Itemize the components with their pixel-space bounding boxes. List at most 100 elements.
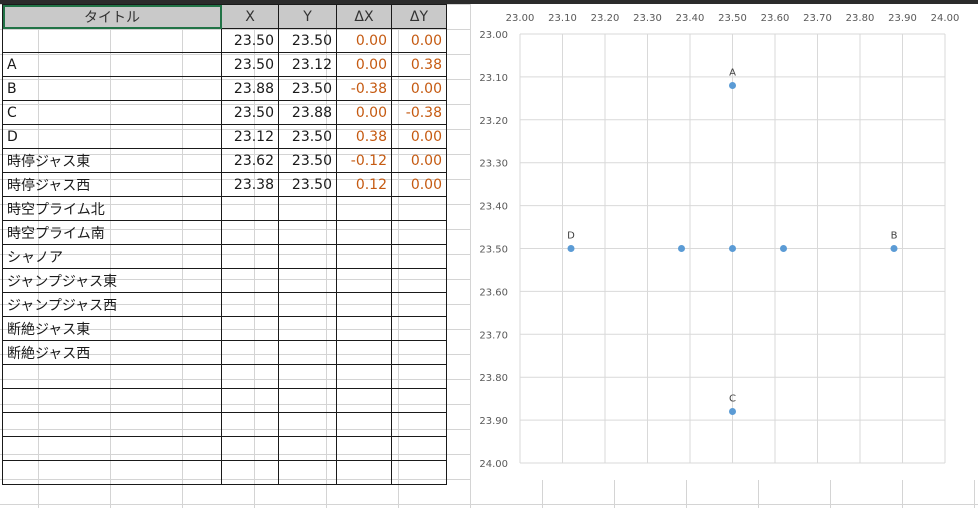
- cell-dy[interactable]: [391, 340, 447, 365]
- cell-y[interactable]: [278, 436, 337, 461]
- cell-dx[interactable]: 0.00: [336, 100, 392, 125]
- cell-dx[interactable]: [336, 436, 392, 461]
- cell-label[interactable]: [2, 364, 222, 389]
- cell-dx[interactable]: [336, 268, 392, 293]
- cell-dx[interactable]: [336, 364, 392, 389]
- header-cell-dx[interactable]: ΔX: [336, 4, 392, 29]
- cell-dy[interactable]: [391, 268, 447, 293]
- scatter-chart[interactable]: 23.00 23.10 23.20 23.30 23.40 23.50 23.60 23.70…: [471, 4, 978, 480]
- cell-y[interactable]: [278, 460, 337, 485]
- cell-x[interactable]: [221, 460, 279, 485]
- cell-x[interactable]: 23.12: [221, 124, 279, 149]
- cell-y[interactable]: 23.12: [278, 52, 337, 77]
- cell-dy[interactable]: [391, 436, 447, 461]
- cell-dy[interactable]: [391, 388, 447, 413]
- cell-label[interactable]: 断絶ジャス西: [2, 340, 222, 365]
- cell-y[interactable]: [278, 244, 337, 269]
- cell-y[interactable]: [278, 196, 337, 221]
- cell-label[interactable]: [2, 388, 222, 413]
- cell-y[interactable]: [278, 340, 337, 365]
- cell-y[interactable]: 23.50: [278, 148, 337, 173]
- cell-dy[interactable]: 0.00: [391, 172, 447, 197]
- header-cell-dy[interactable]: ΔY: [391, 4, 447, 29]
- cell-dx[interactable]: -0.38: [336, 76, 392, 101]
- cell-y[interactable]: 23.50: [278, 76, 337, 101]
- cell-x[interactable]: 23.88: [221, 76, 279, 101]
- cell-dy[interactable]: 0.00: [391, 124, 447, 149]
- cell-dx[interactable]: [336, 340, 392, 365]
- cell-x[interactable]: [221, 220, 279, 245]
- cell-x[interactable]: [221, 412, 279, 437]
- cell-y[interactable]: [278, 364, 337, 389]
- cell-x[interactable]: [221, 340, 279, 365]
- cell-y[interactable]: [278, 412, 337, 437]
- cell-dy[interactable]: [391, 220, 447, 245]
- cell-label[interactable]: 断絶ジャス東: [2, 316, 222, 341]
- cell-x[interactable]: [221, 268, 279, 293]
- cell-dy[interactable]: -0.38: [391, 100, 447, 125]
- cell-dx[interactable]: 0.00: [336, 52, 392, 77]
- cell-label[interactable]: [2, 436, 222, 461]
- cell-y[interactable]: 23.50: [278, 124, 337, 149]
- cell-y[interactable]: 23.50: [278, 172, 337, 197]
- cell-x[interactable]: 23.50: [221, 52, 279, 77]
- cell-label[interactable]: 時空プライム北: [2, 196, 222, 221]
- cell-dy[interactable]: [391, 196, 447, 221]
- cell-dy[interactable]: 0.38: [391, 52, 447, 77]
- cell-label[interactable]: シャノア: [2, 244, 222, 269]
- cell-label[interactable]: 時停ジャス西: [2, 172, 222, 197]
- cell-dx[interactable]: [336, 388, 392, 413]
- cell-label[interactable]: [2, 460, 222, 485]
- cell-label[interactable]: [2, 412, 222, 437]
- cell-label[interactable]: 時空プライム南: [2, 220, 222, 245]
- header-cell-y[interactable]: Y: [278, 4, 337, 29]
- cell-x[interactable]: [221, 388, 279, 413]
- cell-x[interactable]: [221, 244, 279, 269]
- cell-x[interactable]: [221, 316, 279, 341]
- cell-dx[interactable]: [336, 316, 392, 341]
- cell-dy[interactable]: [391, 412, 447, 437]
- cell-x[interactable]: 23.50: [221, 100, 279, 125]
- cell-dy[interactable]: [391, 316, 447, 341]
- cell-label[interactable]: B: [2, 76, 222, 101]
- cell-dy[interactable]: [391, 292, 447, 317]
- cell-dx[interactable]: [336, 412, 392, 437]
- cell-x[interactable]: [221, 292, 279, 317]
- cell-y[interactable]: [278, 388, 337, 413]
- cell-label[interactable]: C: [2, 100, 222, 125]
- cell-label[interactable]: ジャンプジャス東: [2, 268, 222, 293]
- cell-y[interactable]: [278, 220, 337, 245]
- cell-y[interactable]: [278, 268, 337, 293]
- cell-dy[interactable]: 0.00: [391, 148, 447, 173]
- header-cell-x[interactable]: X: [221, 4, 279, 29]
- cell-label[interactable]: 時停ジャス東: [2, 148, 222, 173]
- cell-dy[interactable]: 0.00: [391, 28, 447, 53]
- cell-x[interactable]: [221, 196, 279, 221]
- cell-dy[interactable]: [391, 244, 447, 269]
- cell-x[interactable]: 23.38: [221, 172, 279, 197]
- cell-dx[interactable]: [336, 196, 392, 221]
- cell-dx[interactable]: [336, 244, 392, 269]
- cell-dx[interactable]: 0.38: [336, 124, 392, 149]
- cell-dx[interactable]: [336, 460, 392, 485]
- cell-y[interactable]: [278, 316, 337, 341]
- header-cell-title[interactable]: タイトル: [2, 4, 222, 29]
- cell-y[interactable]: 23.50: [278, 28, 337, 53]
- cell-x[interactable]: 23.62: [221, 148, 279, 173]
- cell-x[interactable]: [221, 436, 279, 461]
- cell-dx[interactable]: 0.00: [336, 28, 392, 53]
- cell-dy[interactable]: [391, 364, 447, 389]
- cell-y[interactable]: [278, 292, 337, 317]
- cell-label[interactable]: ジャンプジャス西: [2, 292, 222, 317]
- cell-x[interactable]: 23.50: [221, 28, 279, 53]
- cell-y[interactable]: 23.88: [278, 100, 337, 125]
- cell-label[interactable]: A: [2, 52, 222, 77]
- cell-label[interactable]: D: [2, 124, 222, 149]
- cell-x[interactable]: [221, 364, 279, 389]
- cell-dy[interactable]: [391, 460, 447, 485]
- cell-dx[interactable]: [336, 292, 392, 317]
- cell-dx[interactable]: -0.12: [336, 148, 392, 173]
- cell-label[interactable]: [2, 28, 222, 53]
- cell-dy[interactable]: 0.00: [391, 76, 447, 101]
- cell-dx[interactable]: 0.12: [336, 172, 392, 197]
